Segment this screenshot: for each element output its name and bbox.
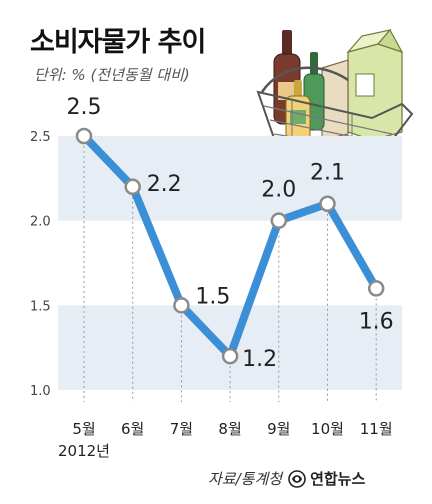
grid-band [58,136,402,221]
x-tick-label: 8월 [218,420,241,438]
data-label: 2.2 [147,172,182,197]
chart-unit-subtitle: 단위: % (전년동월 대비) [34,66,190,84]
x-tick-label: 9월 [267,420,290,438]
y-tick-label: 1.5 [30,299,51,314]
chart-title: 소비자물가 추이 [30,27,206,58]
source-footer: 자료/통계청 연합뉴스 [208,468,365,489]
data-point [367,280,385,297]
x-tick-label: 10월 [311,420,344,438]
data-label: 2.0 [261,178,296,203]
x-tick-label: 7월 [170,420,193,438]
data-label: 2.1 [310,161,345,186]
data-label: 2.5 [67,95,102,120]
x-tick-label: 5월 [72,420,95,438]
y-tick-label: 2.5 [30,130,51,145]
x-tick-label: 6월 [121,420,144,438]
y-tick-label: 2.0 [30,215,51,230]
y-tick-label: 1.0 [30,384,51,399]
data-point [124,178,141,196]
x-tick-label: 11월 [360,420,393,438]
yonhap-logo-icon [288,469,306,488]
data-point [75,127,93,145]
data-point [221,347,239,365]
x-year-label: 2012년 [58,442,110,460]
data-label: 1.5 [195,284,230,309]
data-label: 1.6 [359,309,394,334]
data-point [173,297,190,314]
data-label: 1.2 [242,347,277,372]
yonhap-logo: 연합뉴스 [288,468,365,489]
logo-text: 연합뉴스 [310,470,366,488]
data-point [270,212,288,229]
source-label: 자료/통계청 [208,470,283,488]
data-point [319,195,336,212]
